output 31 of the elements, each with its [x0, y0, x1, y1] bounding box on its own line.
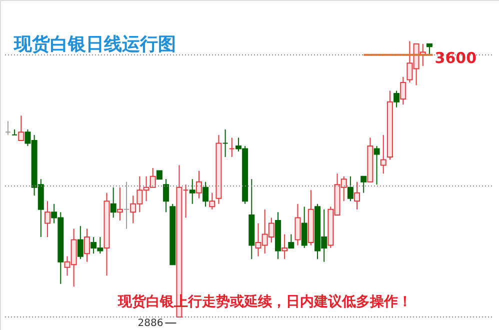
text: 3600 — [434, 48, 476, 67]
candlestick — [347, 176, 354, 202]
candlestick — [400, 76, 406, 106]
candlestick — [196, 170, 202, 199]
candlestick — [18, 115, 24, 141]
candlestick — [209, 192, 216, 210]
candlestick — [288, 234, 294, 249]
candlestick — [282, 234, 288, 260]
candlestick — [360, 176, 367, 194]
candlestick — [202, 181, 209, 208]
candlestick — [301, 206, 308, 249]
candlestick — [222, 128, 228, 158]
candlestick — [110, 186, 116, 218]
candlestick — [4, 120, 11, 136]
candlestick — [12, 128, 18, 136]
text: 2886 — [138, 318, 164, 330]
candlestick — [228, 137, 235, 158]
candlestick — [294, 203, 301, 246]
candlestick — [426, 43, 432, 56]
candlestick — [84, 228, 90, 262]
candlestick — [374, 145, 380, 186]
candlestick — [44, 200, 50, 238]
chart-title: 现货白银日线运行图 — [13, 34, 176, 55]
candlestick — [380, 134, 386, 174]
candlestick — [163, 178, 170, 213]
candlestick — [77, 225, 84, 260]
candlestick — [394, 90, 400, 108]
candlestick — [124, 181, 130, 230]
candlestick — [116, 186, 123, 221]
candlestick — [354, 181, 360, 210]
candlestick — [189, 178, 196, 204]
